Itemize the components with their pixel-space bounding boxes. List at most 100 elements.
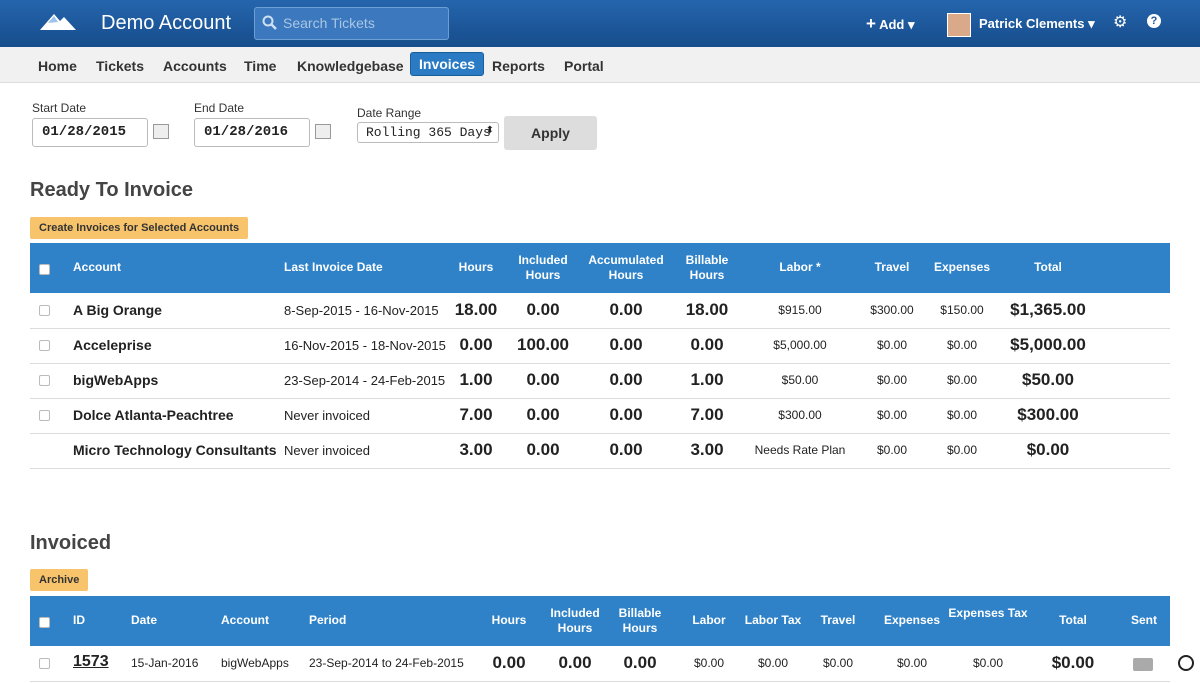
cell: Acceleprise xyxy=(73,337,152,353)
column-header: Date xyxy=(131,613,158,627)
end-input[interactable]: 01/28/2016 xyxy=(194,118,310,147)
checkbox[interactable] xyxy=(39,305,50,316)
nav-item[interactable]: Tickets xyxy=(96,58,144,74)
end-label: End Date xyxy=(194,101,245,115)
cell: 3.00 xyxy=(690,440,724,459)
column-header: Included Hours xyxy=(518,253,568,282)
archive-button[interactable]: Archive xyxy=(30,569,89,591)
checkbox[interactable] xyxy=(39,617,50,628)
cell: 0.00 xyxy=(609,335,643,354)
cell: 0.00 xyxy=(609,405,643,424)
apply-button[interactable]: Apply xyxy=(504,116,597,150)
cell: 23-Sep-2014 - 24-Feb-2015 xyxy=(284,373,446,388)
nav-item[interactable]: Portal xyxy=(564,58,604,74)
cell: $915.00 xyxy=(778,303,822,317)
cell: $0.00 xyxy=(946,443,978,457)
cell: $5,000.00 xyxy=(1010,335,1086,354)
help-icon[interactable]: ? xyxy=(1147,14,1161,28)
column-header: Expenses xyxy=(933,260,991,274)
table-row: Micro Technology Consultants Never invoic… xyxy=(30,433,1170,469)
column-header: Total xyxy=(1059,613,1087,627)
nav-item[interactable]: Accounts xyxy=(163,58,227,74)
cell: 18.00 xyxy=(685,300,729,319)
cell: $0.00 xyxy=(946,338,978,352)
cell: 0.00 xyxy=(609,300,643,319)
column-header: Sync xyxy=(1185,613,1200,627)
checkbox[interactable] xyxy=(39,264,50,275)
cell: $300.00 xyxy=(1017,405,1079,424)
add-menu[interactable]: + Add ▾ xyxy=(866,14,915,33)
cell: $0.00 xyxy=(876,373,908,387)
user-menu[interactable]: Patrick Clements ▾ xyxy=(979,16,1095,31)
table-row: 1573 15-Jan-2016 bigWebApps 23-Sep-2014 to … xyxy=(30,646,1194,682)
cell: 23-Sep-2014 to 24-Feb-2015 xyxy=(309,656,464,670)
cell: $300.00 xyxy=(870,303,914,317)
column-header: Period xyxy=(309,613,347,627)
checkbox[interactable] xyxy=(39,410,50,421)
create-invoices-button[interactable]: Create Invoices for Selected Accounts xyxy=(30,217,249,239)
top-bar: Demo Account Search Tickets + Add ▾ Patr… xyxy=(0,0,1200,47)
calendar-icon[interactable] xyxy=(315,124,331,139)
table-row: A Big Orange 8-Sep-2015 - 16-Nov-2015 18.0… xyxy=(30,293,1170,329)
table-header: Account Last Invoice Date Hours Included Ho… xyxy=(30,243,1170,293)
calendar-icon[interactable] xyxy=(153,124,169,139)
column-header: Labor * xyxy=(779,260,821,274)
cell: $0.00 xyxy=(1026,440,1070,459)
section-title: Ready To Invoice xyxy=(30,179,194,201)
cell: $0.00 xyxy=(693,656,725,670)
nav-item[interactable]: Home xyxy=(38,58,77,74)
logo xyxy=(40,14,76,30)
start-input[interactable]: 01/28/2015 xyxy=(32,118,148,147)
cell: 0.00 xyxy=(526,370,560,389)
column-header: Account xyxy=(73,260,121,274)
cell: $0.00 xyxy=(946,373,978,387)
cell[interactable]: 1573 xyxy=(73,653,109,670)
column-header: Last Invoice Date xyxy=(284,260,383,274)
nav-item[interactable]: Time xyxy=(244,58,277,74)
checkbox[interactable] xyxy=(39,658,50,669)
search-icon xyxy=(262,15,277,30)
cell: A Big Orange xyxy=(73,302,162,318)
cell: $0.00 xyxy=(876,443,908,457)
range-label: Date Range xyxy=(357,106,422,120)
avatar[interactable] xyxy=(947,13,971,37)
table-row: bigWebApps 23-Sep-2014 - 24-Feb-2015 1.00 0… xyxy=(30,363,1170,399)
cell: 0.00 xyxy=(609,370,643,389)
checkbox[interactable] xyxy=(39,340,50,351)
cell: 0.00 xyxy=(526,405,560,424)
settings-icon[interactable]: ⚙ xyxy=(1113,14,1128,31)
nav-item[interactable]: Reports xyxy=(492,58,545,74)
cell: 1.00 xyxy=(690,370,724,389)
add-label: Add xyxy=(879,17,905,32)
cell: 0.00 xyxy=(492,653,526,672)
cell: bigWebApps xyxy=(221,656,289,670)
column-header: Included Hours xyxy=(550,606,600,635)
nav-bar: Home Tickets Accounts Time Knowledgebase Invo… xyxy=(0,47,1200,83)
column-header: Travel xyxy=(820,613,856,627)
cell: 100.00 xyxy=(517,335,569,354)
column-header: Labor Tax xyxy=(744,613,802,627)
column-header: Sent xyxy=(1130,613,1157,627)
checkbox[interactable] xyxy=(39,375,50,386)
cell: 7.00 xyxy=(690,405,724,424)
sent-icon[interactable] xyxy=(1133,658,1153,671)
cell: $5,000.00 xyxy=(773,338,827,352)
nav-item[interactable]: Invoices xyxy=(410,52,485,76)
user-name: Patrick Clements xyxy=(979,16,1085,31)
range-select[interactable]: Rolling 365 Days ⬍ xyxy=(357,122,499,143)
nav-item[interactable]: Knowledgebase xyxy=(297,58,404,74)
cell: 7.00 xyxy=(459,405,493,424)
cell: 0.00 xyxy=(526,440,560,459)
cell: Dolce Atlanta-Peachtree xyxy=(73,407,234,423)
cell: $0.00 xyxy=(876,408,908,422)
column-header: Accumulated Hours xyxy=(588,253,664,282)
section-title: Invoiced xyxy=(30,532,112,554)
cell: $0.00 xyxy=(1051,653,1095,672)
search-box[interactable]: Search Tickets xyxy=(254,7,449,40)
column-header: Billable Hours xyxy=(685,253,729,282)
column-header: Travel xyxy=(874,260,910,274)
cell: Needs Rate Plan xyxy=(754,443,846,457)
sync-icon[interactable] xyxy=(1178,655,1194,671)
brand[interactable]: Demo Account xyxy=(101,12,232,34)
column-header: Expenses xyxy=(883,613,941,627)
